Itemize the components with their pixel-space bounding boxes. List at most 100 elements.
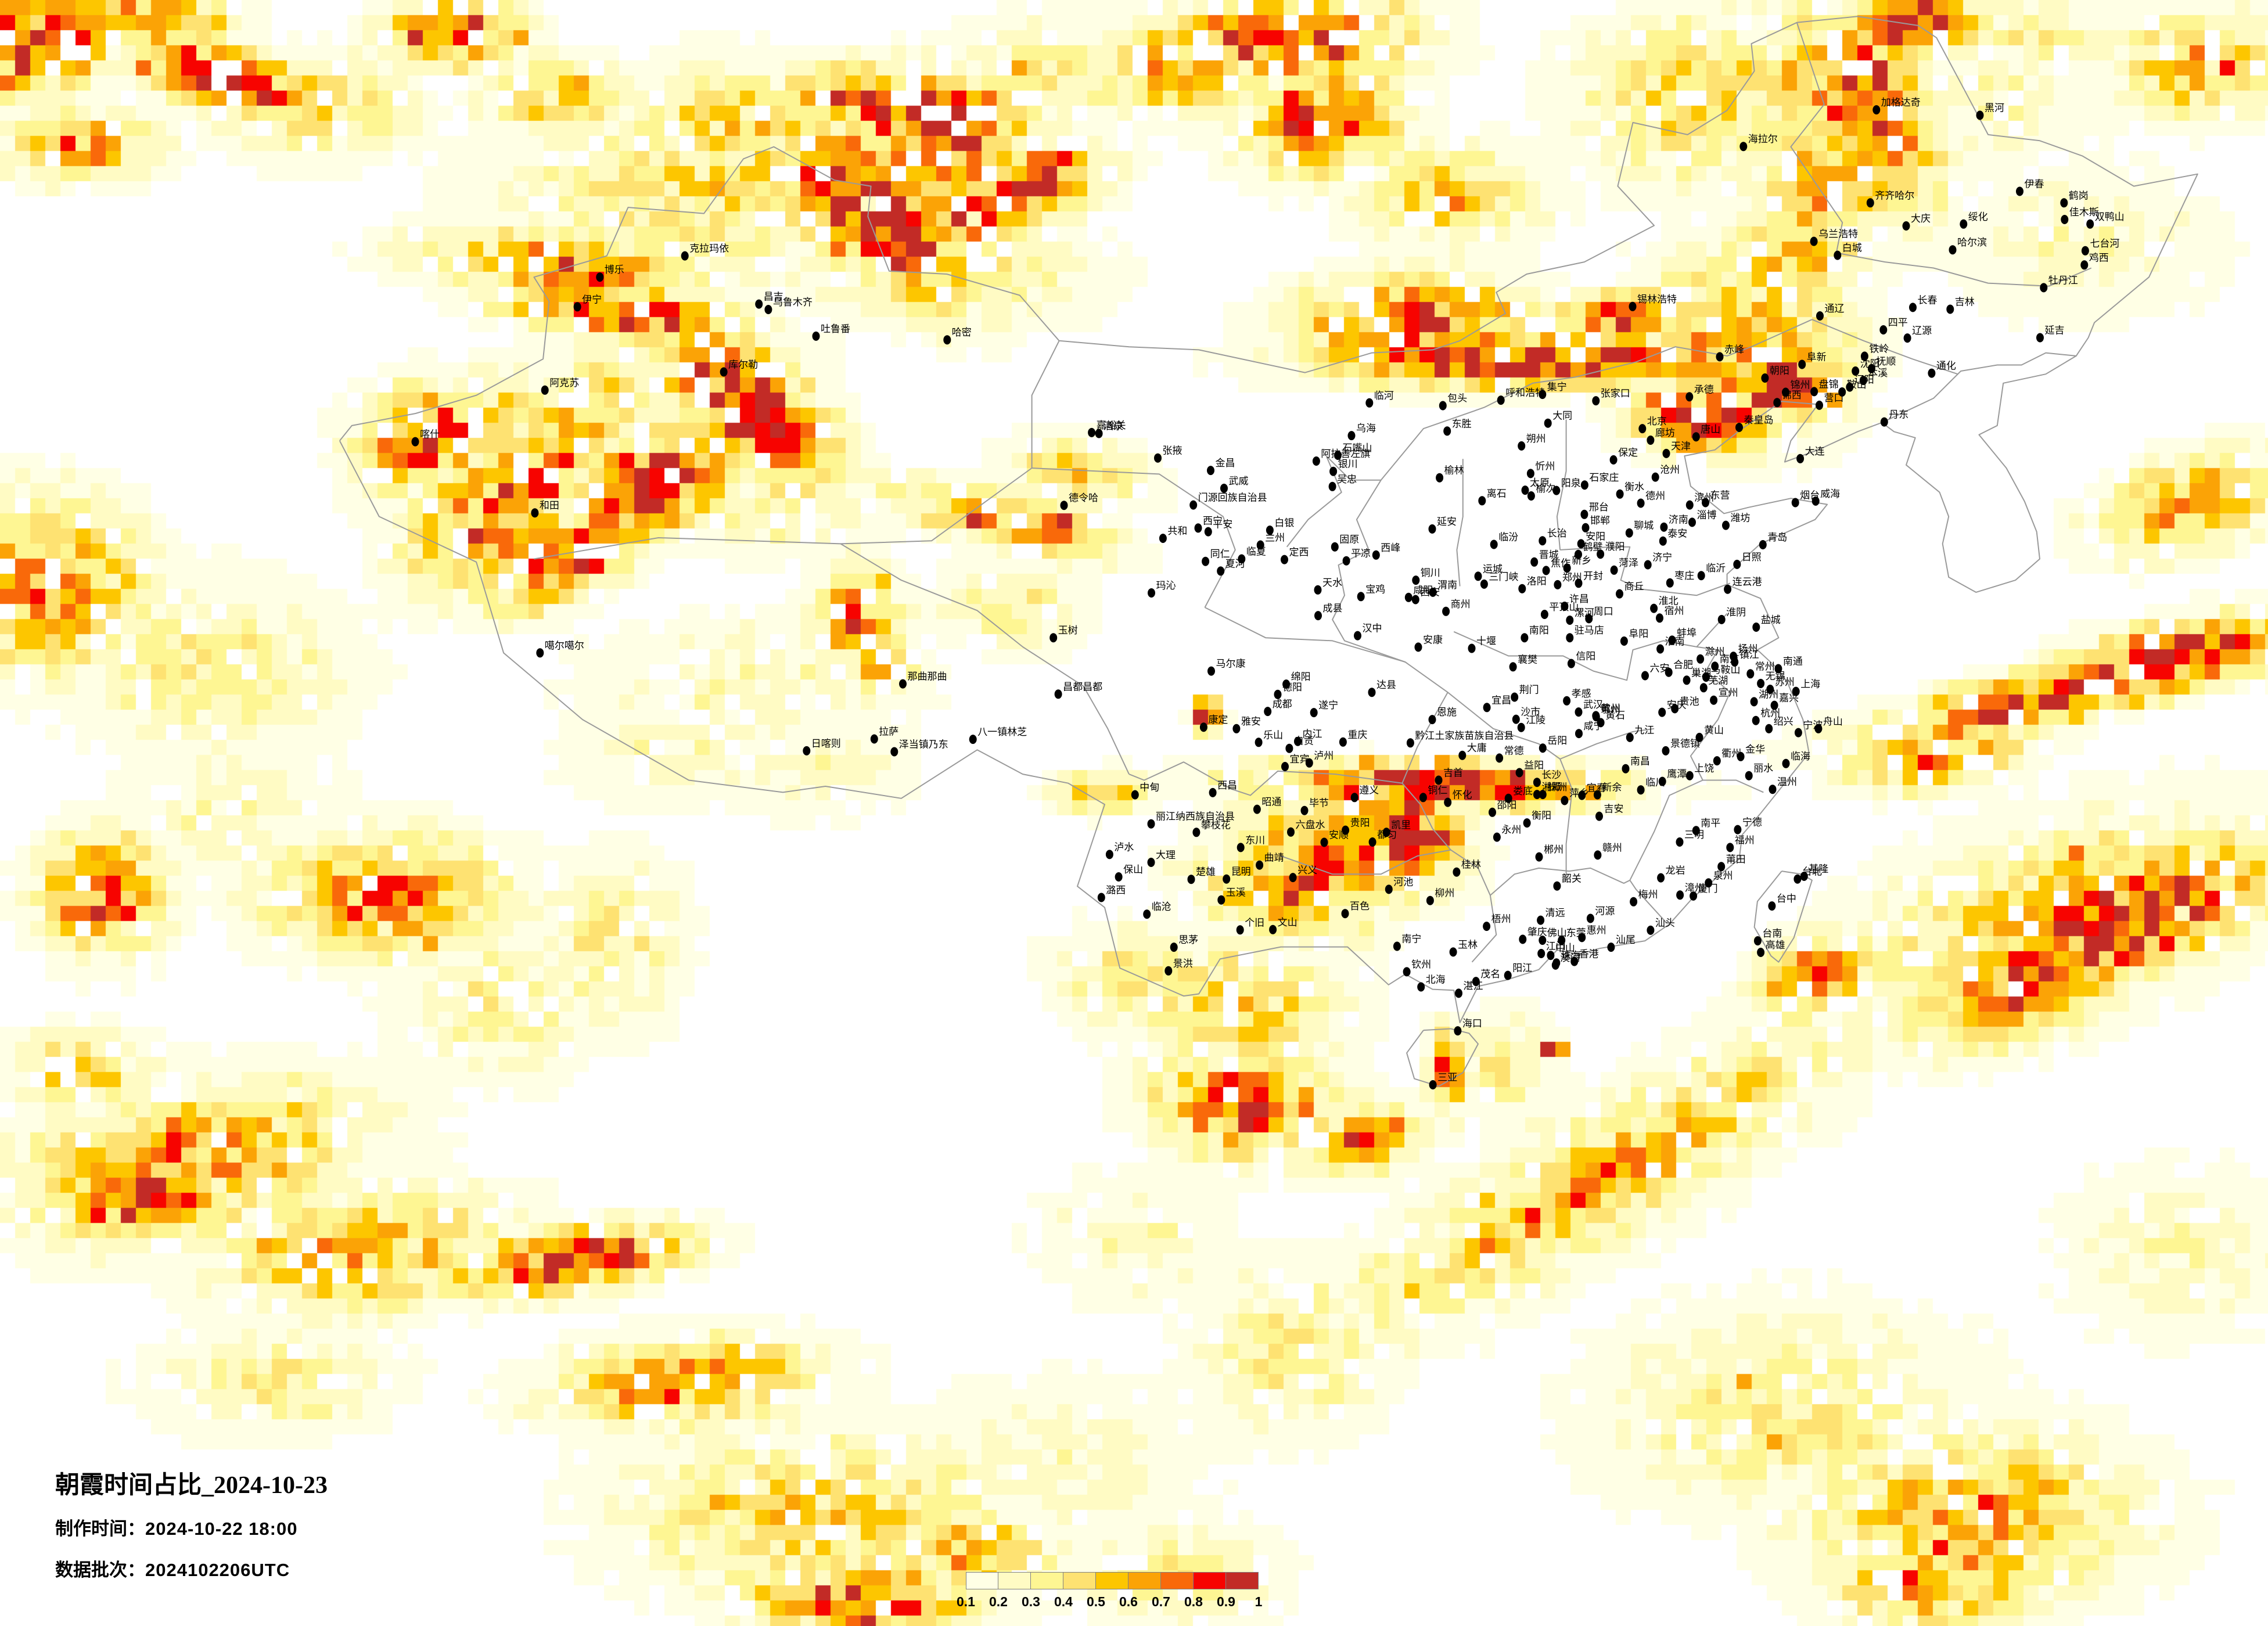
city-label: 娄底 <box>1513 786 1533 797</box>
city-dot <box>1695 732 1703 742</box>
city-dot <box>1533 790 1541 800</box>
city-label: 福州 <box>1735 834 1755 846</box>
city-dot <box>1331 542 1339 552</box>
city-dot <box>1539 743 1547 753</box>
city-dot <box>1455 988 1462 998</box>
city-dot <box>1426 895 1434 905</box>
city-label: 太原 <box>1530 477 1550 488</box>
map-title: 朝霞时间占比_2024-10-23 <box>55 1472 328 1499</box>
city-label: 天水 <box>1322 577 1342 588</box>
legend-swatch <box>998 1572 1031 1589</box>
city-dot <box>596 272 604 282</box>
legend-tick-label: 0.6 <box>1119 1594 1138 1609</box>
city-dot <box>1428 524 1436 534</box>
city-label: 夏河 <box>1225 558 1245 569</box>
city-label: 丹东 <box>1889 409 1908 420</box>
city-label: 和田 <box>540 500 559 511</box>
city-label: 衡阳 <box>1532 810 1551 821</box>
city-dot <box>1662 746 1670 756</box>
city-label: 张掖 <box>1163 445 1182 456</box>
city-label: 菏泽 <box>1619 557 1638 569</box>
city-label: 忻州 <box>1535 461 1555 472</box>
city-label: 成县 <box>1323 603 1343 614</box>
city-dot <box>812 331 820 341</box>
city-label: 四平 <box>1888 317 1908 328</box>
city-dot <box>1154 453 1162 463</box>
province-borders <box>339 16 2198 1087</box>
city-label: 景德镇 <box>1670 738 1700 749</box>
city-label: 衢州 <box>1721 747 1741 759</box>
city-label: 鹤岗 <box>2069 190 2089 201</box>
city-label: 吉林 <box>1955 297 1975 308</box>
city-dot <box>1444 797 1452 807</box>
city-dot <box>1685 392 1694 402</box>
city-dot <box>1256 540 1264 550</box>
city-dot <box>1537 949 1545 958</box>
city-dot <box>1554 580 1562 589</box>
city-dot <box>1766 685 1774 694</box>
city-dot <box>1637 785 1645 795</box>
city-dot <box>1866 198 1874 208</box>
city-label: 桂林 <box>1461 859 1481 870</box>
city-dot <box>1518 441 1526 451</box>
city-dot <box>1553 881 1561 891</box>
city-label: 平安 <box>1213 519 1232 530</box>
city-dot <box>1115 872 1123 882</box>
city-dot <box>2040 283 2048 293</box>
city-dot <box>1443 426 1451 436</box>
city-dot <box>1770 700 1778 710</box>
city-dot <box>1658 776 1666 786</box>
city-label: 乐山 <box>1263 729 1283 740</box>
city-dot <box>1656 613 1663 623</box>
city-label: 汉中 <box>1363 623 1382 634</box>
city-label: 榆林 <box>1444 465 1464 476</box>
city-label: 南通 <box>1783 656 1803 667</box>
title-block: 朝霞时间占比_2024-10-23 制作时间：2024-10-22 18:00 … <box>55 1472 328 1581</box>
city-label: 泸州 <box>1314 750 1334 761</box>
city-label: 衡水 <box>1624 481 1644 492</box>
city-dot <box>1320 837 1328 847</box>
city-dot <box>1575 549 1582 559</box>
city-label: 济南 <box>1669 515 1688 526</box>
city-label: 加格达奇 <box>1881 97 1921 108</box>
city-dot <box>1595 811 1603 821</box>
city-dot <box>1194 523 1202 533</box>
city-dot <box>1637 498 1645 508</box>
city-label: 宜春 <box>1587 783 1606 794</box>
city-dot <box>1060 501 1068 510</box>
city-dot <box>1794 728 1802 738</box>
city-dot <box>1782 758 1790 768</box>
city-dot <box>1385 884 1393 894</box>
city-dot <box>1517 722 1525 732</box>
city-dot <box>1403 967 1411 977</box>
city-label: 思茅 <box>1178 934 1198 945</box>
city-dot <box>1217 566 1225 576</box>
city-dot <box>1578 933 1586 942</box>
city-dot <box>1593 790 1601 800</box>
city-dot <box>1054 689 1062 699</box>
city-dot <box>1209 787 1217 797</box>
city-dot <box>1049 633 1058 643</box>
city-dot <box>1519 934 1527 944</box>
city-dot <box>1816 400 1823 410</box>
city-label: 潞西 <box>1106 885 1126 896</box>
city-label: 齐齐哈尔 <box>1875 190 1914 201</box>
city-dot <box>1702 498 1709 508</box>
city-label: 阳泉 <box>1561 478 1581 489</box>
city-dot <box>1305 758 1313 768</box>
city-dot <box>1294 736 1302 746</box>
city-dot <box>1480 579 1488 589</box>
city-label: 无锡 <box>1766 671 1785 682</box>
city-label: 临沂 <box>1706 563 1726 574</box>
city-label: 商州 <box>1451 599 1471 610</box>
city-label: 梅州 <box>1638 889 1658 900</box>
city-label: 中山 <box>1555 942 1575 954</box>
city-label: 宜宾 <box>1290 754 1310 765</box>
city-label: 萍乡 <box>1569 788 1589 799</box>
city-dot <box>1300 805 1309 815</box>
city-dot <box>1586 913 1594 923</box>
city-label: 怀化 <box>1453 790 1472 801</box>
city-dot <box>1768 901 1776 911</box>
city-dot <box>1449 947 1457 957</box>
city-dot <box>1752 623 1760 632</box>
